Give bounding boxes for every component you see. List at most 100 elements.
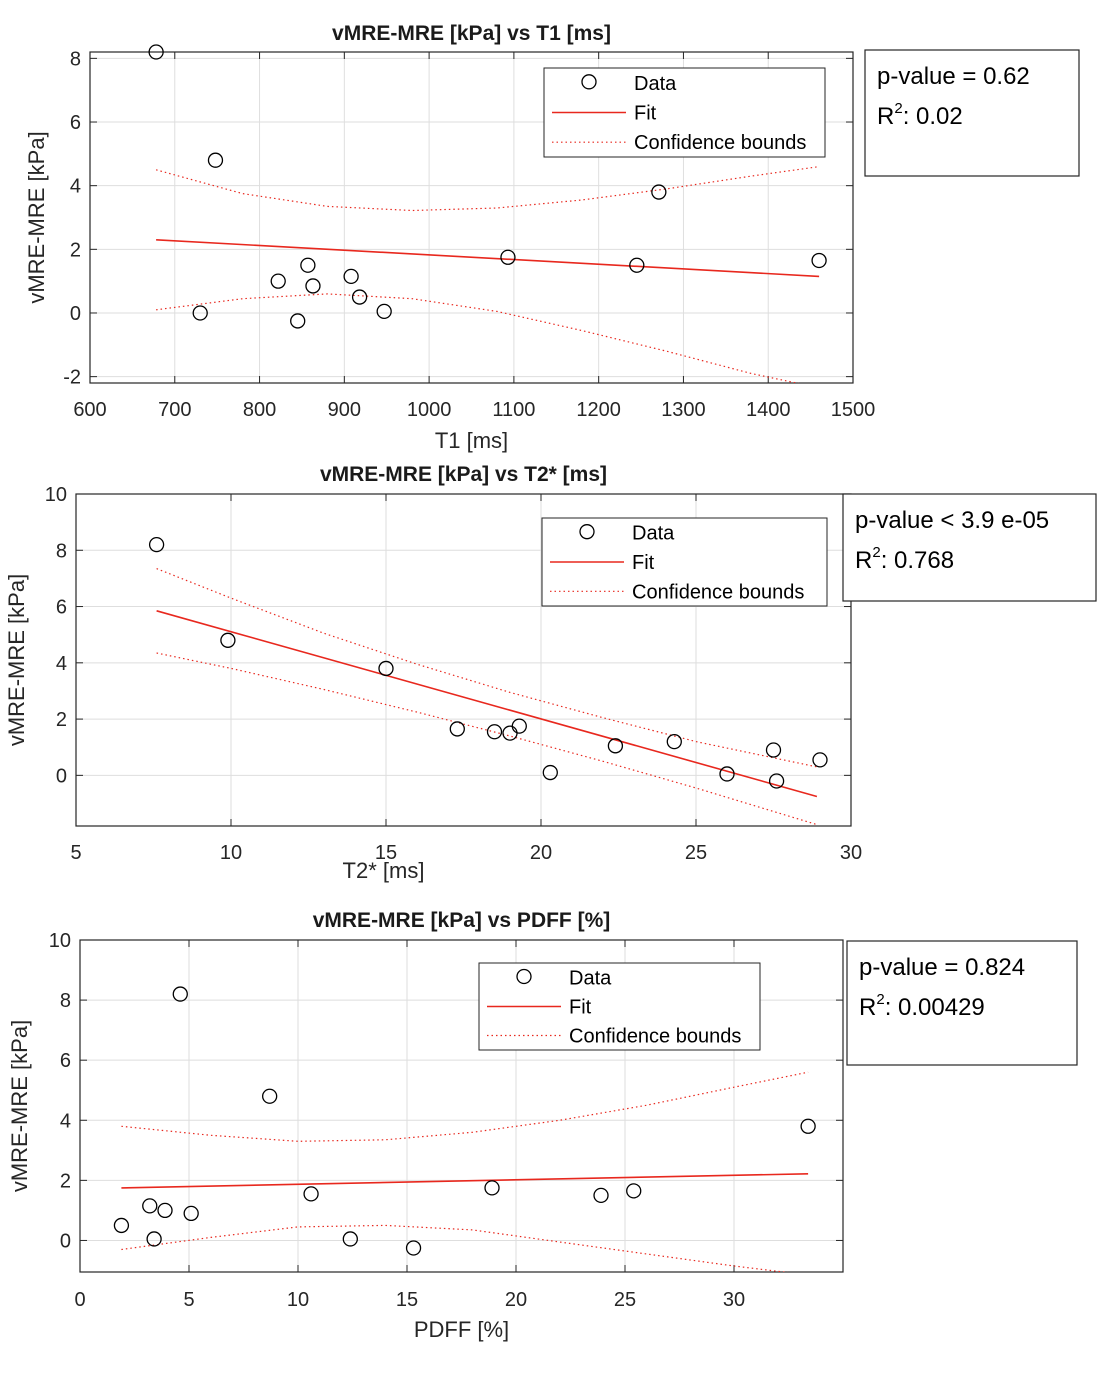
data-point [626, 1183, 642, 1199]
y-tick-label: 2 [60, 1170, 71, 1192]
data-point [484, 1180, 500, 1196]
legend-entry: Data [569, 968, 612, 990]
legend-data-symbol [581, 74, 597, 90]
chart-title: vMRE-MRE [kPa] vs T1 [ms] [332, 22, 611, 45]
stats-box-frame [864, 49, 1080, 177]
y-tick-label: 10 [45, 484, 67, 506]
x-tick-label: 30 [723, 1289, 745, 1311]
x-tick-label: 30 [840, 842, 862, 864]
data-point [378, 660, 394, 677]
data-point [113, 1217, 130, 1234]
y-tick-label: 2 [56, 709, 67, 731]
x-tick-label: 25 [614, 1289, 636, 1311]
p-value-text: p-value = 0.824 [859, 954, 1025, 981]
data-point [607, 738, 624, 754]
data-point [593, 1187, 609, 1204]
y-axis-label: vMRE-MRE [kPa] [24, 131, 49, 303]
x-tick-label: 1200 [576, 399, 621, 421]
x-axis-label: T2* [ms] [343, 858, 425, 883]
x-tick-label: 20 [530, 842, 552, 864]
legend-entry: Confidence bounds [569, 1026, 741, 1048]
x-tick-label: 20 [505, 1289, 527, 1311]
legend-data-symbol [579, 524, 595, 540]
data-point [511, 718, 527, 734]
legend-entry: Fit [569, 997, 592, 1019]
x-tick-label: 900 [328, 399, 361, 421]
axes-box [79, 939, 844, 1273]
legend-entry: Fit [634, 103, 657, 125]
chart-1: 600 700 800 900 1000 1100 1200 1300 1400 1500 -2 0 2… [24, 22, 1080, 453]
x-tick-label: 5 [183, 1289, 194, 1311]
data-point [303, 1186, 319, 1202]
data-point [765, 742, 782, 758]
data-point [142, 1198, 158, 1214]
data-points [148, 44, 827, 329]
data-point [343, 268, 359, 285]
legend-data-symbol [516, 968, 532, 985]
stats-box: p-value = 0.824 R2: 0.00429 [846, 940, 1078, 1066]
data-point [666, 733, 682, 750]
y-tick-label: -2 [63, 367, 81, 389]
r-squared-label: R [855, 547, 872, 574]
r-squared-value: : 0.00429 [885, 994, 985, 1021]
data-point [207, 152, 224, 168]
r-squared-label: R [877, 103, 894, 130]
data-point [500, 249, 516, 265]
y-tick-label: 2 [70, 239, 81, 261]
r-squared-text: R2: 0.00429 [859, 991, 985, 1021]
legend: Data Fit Confidence bounds [543, 67, 826, 158]
stats-box: p-value = 0.62 R2: 0.02 [864, 49, 1080, 177]
x-axis-label: T1 [ms] [435, 428, 508, 453]
confidence-bound-lower [156, 652, 818, 826]
x-tick-label: 1300 [661, 399, 706, 421]
r-squared-exponent: 2 [894, 100, 902, 117]
y-tick-label: 10 [49, 930, 71, 952]
data-point [262, 1088, 278, 1104]
data-point [172, 986, 188, 1002]
x-tick-label: 10 [287, 1289, 309, 1311]
data-point [719, 766, 735, 782]
legend: Data Fit Confidence bounds [541, 517, 828, 607]
data-point [651, 184, 667, 200]
data-point [629, 257, 645, 273]
legend-entry: Confidence bounds [634, 132, 806, 154]
data-point [192, 305, 208, 321]
data-point [305, 278, 321, 294]
x-tick-label: 1500 [831, 399, 876, 421]
data-point [300, 257, 316, 273]
data-point [800, 1118, 816, 1134]
x-tick-label: 0 [74, 1289, 85, 1311]
r-squared-value: : 0.768 [881, 547, 954, 574]
data-point [220, 632, 236, 648]
x-axis-label: PDFF [%] [414, 1317, 509, 1342]
axes-box [89, 51, 854, 384]
data-point [290, 313, 306, 329]
x-tick-label: 1000 [407, 399, 452, 421]
axes-box [75, 493, 852, 827]
y-tick-label: 4 [56, 653, 67, 675]
series-group [155, 166, 820, 383]
x-tick-label: 5 [70, 842, 81, 864]
x-tick-label: 10 [220, 842, 242, 864]
legend: Data Fit Confidence bounds [478, 962, 761, 1051]
data-point [811, 252, 827, 269]
data-point [148, 44, 164, 60]
fit-line [121, 1173, 809, 1189]
r-squared-text: R2: 0.768 [855, 544, 954, 574]
data-point [270, 273, 286, 289]
data-point [486, 724, 503, 740]
series-group [121, 1071, 809, 1272]
x-tick-label: 25 [685, 842, 707, 864]
chart-2: 5 10 15 20 25 30 0 2 4 6 8 10 vMRE-MRE [kPa] vs T2* … [4, 463, 1097, 883]
fit-line [156, 610, 818, 798]
y-tick-label: 8 [70, 48, 81, 70]
stats-box: p-value < 3.9 e-05 R2: 0.768 [842, 493, 1097, 602]
confidence-bound-upper [121, 1071, 809, 1142]
data-point [351, 289, 368, 305]
p-value-text: p-value = 0.62 [877, 63, 1030, 90]
chart-3: 0 5 10 15 20 25 30 0 2 4 6 8 10 vMRE-MRE [kPa] vs PDF… [7, 909, 1078, 1342]
x-tick-label: 600 [73, 399, 106, 421]
y-tick-label: 8 [56, 540, 67, 562]
y-tick-label: 6 [70, 112, 81, 134]
